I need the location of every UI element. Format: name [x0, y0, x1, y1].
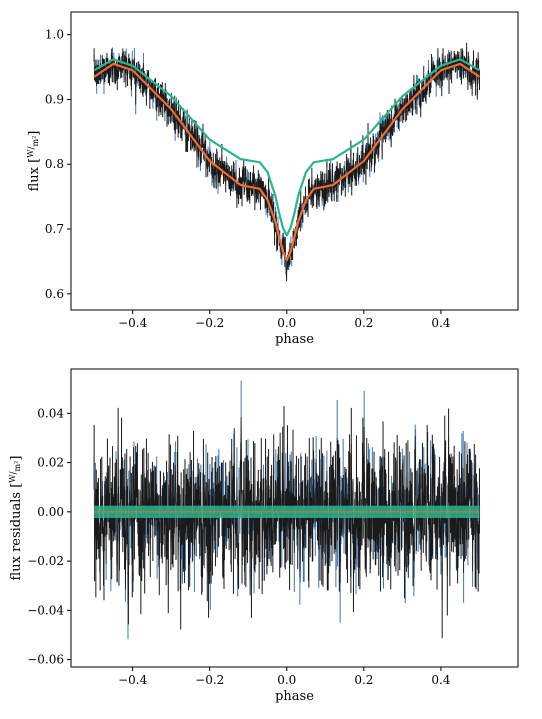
x-tick-label: 0.2 — [354, 673, 373, 687]
residuals-panel: −0.4 −0.2 0.0 0.2 0.4 −0.06 −0.04 −0.02 0.00 0.02… — [8, 368, 519, 704]
flux-model-curves — [93, 58, 481, 262]
x-tick-label: 0.0 — [277, 316, 296, 330]
residuals-ticks: −0.4 −0.2 0.0 0.2 0.4 −0.06 −0.04 −0.02 0.00 0.02… — [27, 406, 451, 687]
x-tick-label: −0.2 — [195, 673, 224, 687]
flux-x-axis-label: phase — [275, 332, 314, 347]
y-tick-label: 0.02 — [37, 456, 64, 470]
flux-observations — [93, 42, 480, 282]
y-tick-label: 0.8 — [45, 157, 64, 171]
y-tick-label: 0.00 — [37, 505, 64, 519]
flux-y-axis-label: flux [W/m²] — [26, 131, 42, 192]
y-tick-label: 1.0 — [45, 28, 64, 42]
x-tick-label: −0.4 — [118, 316, 148, 330]
flux-ticks: −0.4 −0.2 0.0 0.2 0.4 0.6 0.7 0.8 0.9 1.0 — [45, 28, 451, 330]
y-tick-label: −0.02 — [27, 554, 64, 568]
y-tick-label: −0.04 — [27, 603, 64, 617]
x-tick-label: −0.2 — [195, 316, 224, 330]
y-tick-label: 0.04 — [37, 406, 64, 420]
y-tick-label: −0.06 — [27, 653, 64, 667]
x-tick-label: −0.4 — [118, 673, 148, 687]
x-tick-label: 0.0 — [277, 673, 296, 687]
y-tick-label: 0.6 — [45, 287, 64, 301]
y-tick-label: 0.7 — [45, 222, 64, 236]
y-tick-label: 0.9 — [45, 92, 64, 106]
flux-axes-frame — [70, 11, 519, 311]
residuals-y-axis-label: flux residuals [W/m²] — [8, 456, 24, 581]
residuals-x-axis-label: phase — [275, 689, 314, 704]
model-green-line — [93, 58, 481, 237]
residuals-axes-frame — [70, 368, 519, 668]
x-tick-label: 0.4 — [431, 673, 450, 687]
flux-panel: −0.4 −0.2 0.0 0.2 0.4 0.6 0.7 0.8 0.9 1.0 phase f… — [26, 11, 519, 347]
x-tick-label: 0.2 — [354, 316, 373, 330]
residual-model-curves — [94, 505, 480, 518]
model-orange-line — [93, 62, 481, 262]
observed-line — [93, 50, 480, 278]
error-bars-black — [93, 42, 480, 282]
x-tick-label: 0.4 — [431, 316, 450, 330]
